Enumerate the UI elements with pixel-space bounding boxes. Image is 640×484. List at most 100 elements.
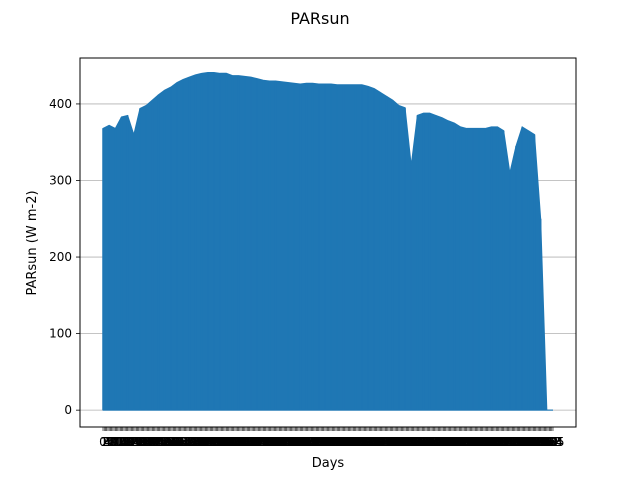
svg-text:334: 334 [503, 435, 526, 449]
svg-text:84: 84 [199, 435, 214, 449]
svg-text:224: 224 [368, 435, 391, 449]
svg-text:283: 283 [440, 435, 463, 449]
svg-text:332: 332 [501, 435, 524, 449]
svg-text:319: 319 [485, 435, 508, 449]
svg-text:125: 125 [246, 435, 269, 449]
svg-text:47: 47 [153, 435, 168, 449]
svg-text:55: 55 [163, 435, 178, 449]
svg-text:269: 269 [423, 435, 446, 449]
svg-text:362: 362 [538, 435, 561, 449]
svg-text:100: 100 [215, 435, 238, 449]
svg-text:225: 225 [369, 435, 392, 449]
svg-text:340: 340 [511, 435, 534, 449]
svg-text:49: 49 [156, 435, 171, 449]
svg-text:111: 111 [228, 435, 251, 449]
svg-text:227: 227 [371, 435, 394, 449]
svg-text:284: 284 [442, 435, 465, 449]
svg-text:91: 91 [208, 435, 223, 449]
svg-text:363: 363 [539, 435, 562, 449]
svg-text:12: 12 [110, 435, 125, 449]
svg-text:150: 150 [276, 435, 299, 449]
svg-text:77: 77 [190, 435, 205, 449]
svg-text:72: 72 [184, 435, 199, 449]
svg-text:79: 79 [193, 435, 208, 449]
svg-text:264: 264 [417, 435, 440, 449]
svg-text:22: 22 [122, 435, 137, 449]
svg-text:82: 82 [196, 435, 211, 449]
svg-text:4: 4 [104, 435, 112, 449]
svg-text:44: 44 [150, 435, 165, 449]
chart-title: PARsun [290, 9, 349, 28]
svg-text:352: 352 [526, 435, 549, 449]
svg-text:163: 163 [293, 435, 316, 449]
svg-text:181: 181 [315, 435, 338, 449]
svg-text:3: 3 [103, 435, 111, 449]
svg-text:122: 122 [242, 435, 265, 449]
svg-text:310: 310 [474, 435, 497, 449]
svg-text:140: 140 [264, 435, 287, 449]
svg-text:345: 345 [517, 435, 540, 449]
svg-text:355: 355 [529, 435, 552, 449]
svg-text:27: 27 [129, 435, 144, 449]
svg-text:253: 253 [403, 435, 426, 449]
svg-text:197: 197 [334, 435, 357, 449]
svg-text:279: 279 [436, 435, 459, 449]
svg-text:113: 113 [231, 435, 254, 449]
svg-text:277: 277 [433, 435, 456, 449]
svg-text:252: 252 [402, 435, 425, 449]
svg-text:170: 170 [301, 435, 324, 449]
y-tick-label: 0 [64, 403, 72, 417]
svg-text:291: 291 [450, 435, 473, 449]
parsun-series-area [102, 72, 553, 411]
svg-text:337: 337 [507, 435, 530, 449]
svg-text:155: 155 [283, 435, 306, 449]
svg-text:15: 15 [114, 435, 129, 449]
svg-text:330: 330 [498, 435, 521, 449]
svg-text:195: 195 [332, 435, 355, 449]
svg-text:110: 110 [227, 435, 250, 449]
x-tick-marks [102, 427, 554, 431]
svg-text:201: 201 [339, 435, 362, 449]
svg-text:266: 266 [419, 435, 442, 449]
svg-text:53: 53 [161, 435, 176, 449]
svg-text:177: 177 [310, 435, 333, 449]
svg-text:104: 104 [220, 435, 243, 449]
svg-text:128: 128 [249, 435, 272, 449]
svg-text:315: 315 [480, 435, 503, 449]
svg-text:270: 270 [424, 435, 447, 449]
svg-text:309: 309 [473, 435, 496, 449]
svg-text:282: 282 [439, 435, 462, 449]
svg-text:328: 328 [496, 435, 519, 449]
svg-text:14: 14 [113, 435, 128, 449]
svg-text:316: 316 [481, 435, 504, 449]
svg-text:175: 175 [307, 435, 330, 449]
svg-text:206: 206 [346, 435, 369, 449]
svg-text:75: 75 [188, 435, 203, 449]
svg-text:97: 97 [215, 435, 230, 449]
svg-text:16: 16 [115, 435, 130, 449]
svg-text:153: 153 [280, 435, 303, 449]
svg-text:136: 136 [259, 435, 282, 449]
svg-text:331: 331 [500, 435, 523, 449]
svg-text:326: 326 [493, 435, 516, 449]
svg-text:361: 361 [537, 435, 560, 449]
svg-text:218: 218 [360, 435, 383, 449]
svg-text:344: 344 [516, 435, 539, 449]
svg-text:289: 289 [448, 435, 471, 449]
svg-text:45: 45 [151, 435, 166, 449]
svg-text:230: 230 [375, 435, 398, 449]
svg-text:210: 210 [350, 435, 373, 449]
svg-text:20: 20 [120, 435, 135, 449]
svg-text:231: 231 [376, 435, 399, 449]
svg-text:251: 251 [401, 435, 424, 449]
svg-text:211: 211 [352, 435, 375, 449]
svg-text:5: 5 [105, 435, 113, 449]
svg-text:335: 335 [505, 435, 528, 449]
svg-text:73: 73 [185, 435, 200, 449]
svg-text:258: 258 [410, 435, 433, 449]
svg-text:314: 314 [479, 435, 502, 449]
svg-text:118: 118 [237, 435, 260, 449]
svg-text:0: 0 [99, 435, 107, 449]
svg-text:202: 202 [341, 435, 364, 449]
svg-text:48: 48 [155, 435, 170, 449]
